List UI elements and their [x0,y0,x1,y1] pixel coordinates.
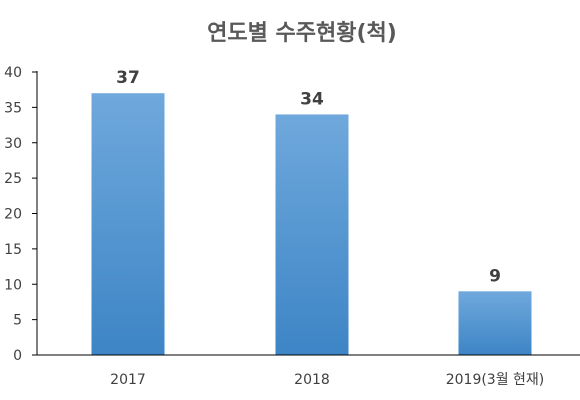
plot-area: 0 5 10 15 20 25 30 35 40 37 2017 34 2018 9 2019(3월 현재) [4,65,580,388]
x-tick-label: 2017 [110,372,146,388]
bar-2017 [91,93,165,355]
bar-2018 [275,114,349,355]
y-tick-label: 15 [4,242,22,258]
y-tick-label: 5 [13,313,22,329]
y-tick-label: 35 [4,100,22,116]
chart-title: 연도별 수주현황(척) [207,21,397,46]
bar-2019(3월 현재) [458,291,532,355]
x-tick-label: 2019(3월 현재) [446,372,545,388]
y-tick-label: 10 [4,277,22,293]
data-label: 34 [300,89,324,109]
data-label: 37 [116,68,140,88]
y-tick-label: 0 [13,348,22,364]
y-tick-label: 30 [4,136,22,152]
y-tick-label: 25 [4,171,22,187]
x-tick-label: 2018 [294,372,330,388]
y-tick-label: 40 [4,65,22,81]
data-label: 9 [489,266,501,286]
y-tick-label: 20 [4,207,22,223]
